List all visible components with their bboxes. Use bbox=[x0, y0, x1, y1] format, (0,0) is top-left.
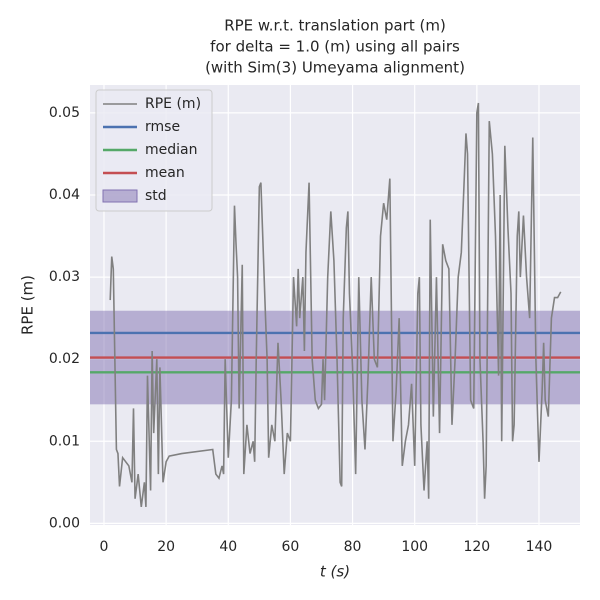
x-tick-label: 20 bbox=[157, 539, 175, 555]
y-axis-label: RPE (m) bbox=[19, 275, 37, 335]
legend-label: mean bbox=[145, 165, 185, 181]
legend-label: std bbox=[145, 188, 167, 204]
legend: RPE (m) rmse median mean std bbox=[95, 89, 213, 212]
marks bbox=[90, 102, 580, 508]
legend-swatch bbox=[102, 189, 138, 203]
y-tick-label: 0.03 bbox=[49, 269, 80, 285]
legend-label: median bbox=[145, 142, 197, 158]
x-tick-label: 40 bbox=[219, 539, 237, 555]
legend-label: RPE (m) bbox=[145, 96, 201, 112]
x-tick-label: 0 bbox=[100, 539, 109, 555]
x-tick-label: 80 bbox=[344, 539, 362, 555]
x-tick-label: 140 bbox=[526, 539, 553, 555]
x-tick-label: 60 bbox=[281, 539, 299, 555]
chart-title: for delta = 1.0 (m) using all pairs bbox=[210, 38, 460, 56]
x-tick-label: 120 bbox=[463, 539, 490, 555]
chart-title: (with Sim(3) Umeyama alignment) bbox=[205, 59, 465, 77]
x-tick-label: 100 bbox=[401, 539, 428, 555]
y-tick-label: 0.04 bbox=[49, 187, 80, 203]
rpe-line bbox=[109, 102, 562, 508]
chart-title: RPE w.r.t. translation part (m) bbox=[224, 17, 446, 35]
y-tick-label: 0.02 bbox=[49, 351, 80, 367]
legend-label: rmse bbox=[145, 119, 180, 135]
x-axis-label: t (s) bbox=[320, 563, 350, 581]
y-tick-label: 0.00 bbox=[49, 515, 80, 531]
y-tick-label: 0.01 bbox=[49, 433, 80, 449]
y-tick-label: 0.05 bbox=[49, 105, 80, 121]
legend-box bbox=[95, 89, 213, 212]
